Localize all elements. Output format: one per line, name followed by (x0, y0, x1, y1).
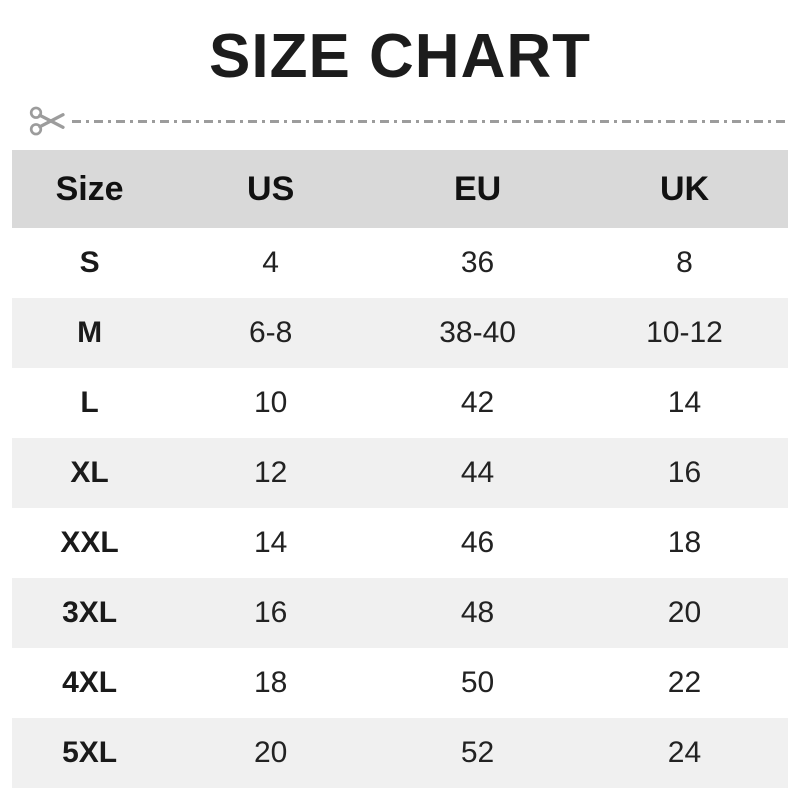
row-label: 4XL (62, 666, 118, 699)
header-cell-uk: UK (659, 169, 710, 208)
cell-uk: 20 (667, 596, 702, 629)
cell-us: 14 (253, 526, 288, 559)
table-row-m: M 6-8 38-40 10-12 (12, 298, 788, 368)
cell-eu: 50 (460, 666, 495, 699)
cut-here-line (28, 100, 788, 142)
cell-eu: 44 (460, 456, 495, 489)
cell-uk: 16 (667, 456, 702, 489)
cell-eu: 46 (460, 526, 495, 559)
cell-eu: 38-40 (439, 316, 516, 349)
row-label: 5XL (62, 736, 118, 769)
row-label: M (77, 316, 103, 349)
table-row-s: S 4 36 8 (12, 228, 788, 298)
table-row-3xl: 3XL 16 48 20 (12, 578, 788, 648)
cell-us: 12 (253, 456, 288, 489)
row-label: L (80, 386, 99, 419)
cell-uk: 10-12 (646, 316, 723, 349)
dashed-cut-line (72, 119, 788, 123)
table-row-xxl: XXL 14 46 18 (12, 508, 788, 578)
table-row-4xl: 4XL 18 50 22 (12, 648, 788, 718)
row-label: XL (70, 456, 109, 489)
cell-us: 18 (253, 666, 288, 699)
cell-uk: 18 (667, 526, 702, 559)
row-label: 3XL (62, 596, 118, 629)
row-label: S (79, 246, 100, 279)
cell-uk: 22 (667, 666, 702, 699)
cell-us: 20 (253, 736, 288, 769)
header-cell-us: US (247, 169, 295, 208)
cell-uk: 14 (667, 386, 702, 419)
table-row-xl: XL 12 44 16 (12, 438, 788, 508)
cell-eu: 42 (460, 386, 495, 419)
page-title: SIZE CHART (209, 22, 591, 91)
cell-eu: 36 (460, 246, 495, 279)
header-cell-eu: EU (453, 169, 502, 208)
table-row-l: L 10 42 14 (12, 368, 788, 438)
table-row-5xl: 5XL 20 52 24 (12, 718, 788, 788)
cell-uk: 8 (676, 246, 693, 279)
cell-uk: 24 (667, 736, 702, 769)
cell-eu: 48 (460, 596, 495, 629)
scissors-icon (28, 103, 68, 139)
header-cell-size: Size (55, 169, 124, 208)
cell-us: 6-8 (248, 316, 293, 349)
cell-eu: 52 (460, 736, 495, 769)
size-table: Size US EU UK S 4 36 8 M 6-8 38-40 10-12… (12, 150, 788, 788)
table-header-row: Size US EU UK (12, 150, 788, 228)
row-label: XXL (60, 526, 119, 559)
cell-us: 4 (262, 246, 279, 279)
cell-us: 10 (253, 386, 288, 419)
cell-us: 16 (253, 596, 288, 629)
